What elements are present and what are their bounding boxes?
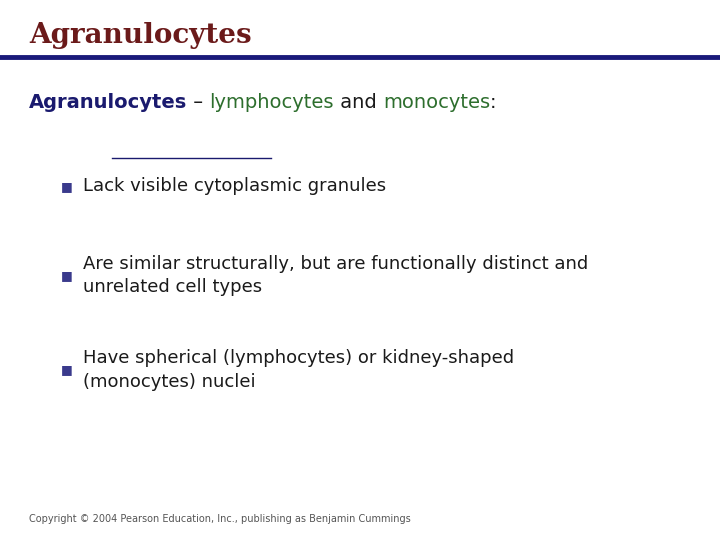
Text: Lack visible cytoplasmic granules: Lack visible cytoplasmic granules bbox=[83, 177, 386, 195]
Text: monocytes: monocytes bbox=[383, 93, 490, 112]
Text: Are similar structurally, but are functionally distinct and
unrelated cell types: Are similar structurally, but are functi… bbox=[83, 254, 588, 296]
Text: Have spherical (lymphocytes) or kidney-shaped
(monocytes) nuclei: Have spherical (lymphocytes) or kidney-s… bbox=[83, 349, 514, 391]
Text: Agranulocytes: Agranulocytes bbox=[29, 93, 187, 112]
Text: Agranulocytes: Agranulocytes bbox=[29, 22, 251, 49]
Text: –: – bbox=[187, 93, 210, 112]
Text: ■: ■ bbox=[61, 180, 73, 193]
Text: and: and bbox=[334, 93, 383, 112]
Text: Copyright © 2004 Pearson Education, Inc., publishing as Benjamin Cummings: Copyright © 2004 Pearson Education, Inc.… bbox=[29, 514, 410, 524]
Text: :: : bbox=[490, 93, 497, 112]
Text: lymphocytes: lymphocytes bbox=[210, 93, 334, 112]
Text: ■: ■ bbox=[61, 363, 73, 376]
Text: ■: ■ bbox=[61, 269, 73, 282]
